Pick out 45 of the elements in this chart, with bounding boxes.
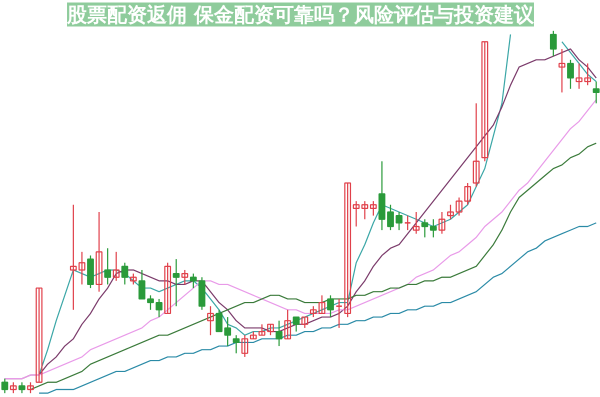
candlestick (352, 200, 360, 228)
candlestick (567, 59, 574, 90)
candlestick (421, 218, 428, 238)
candlestick (284, 309, 292, 340)
candlestick (292, 316, 300, 332)
candlestick (481, 41, 488, 162)
candlestick (156, 298, 162, 318)
candlestick (335, 298, 343, 329)
candlestick (36, 287, 42, 383)
candlestick (10, 382, 17, 394)
candlestick (207, 306, 214, 336)
candlestick (172, 258, 180, 307)
candlestick (164, 262, 172, 314)
candlestick (112, 251, 120, 282)
candlestick (232, 334, 240, 354)
candlestick (27, 382, 34, 394)
candlestick (344, 182, 352, 318)
candlestick (276, 320, 282, 347)
candlestick (412, 211, 420, 234)
candlestick (130, 272, 137, 286)
candlestick (301, 316, 308, 329)
candlestick (558, 48, 566, 94)
candlestick (147, 294, 154, 310)
candlestick (404, 215, 412, 231)
candlestick (370, 200, 377, 216)
candlestick (18, 382, 26, 394)
candlestick (96, 211, 102, 292)
candlestick (456, 196, 462, 216)
candlestick (327, 294, 334, 318)
candlestick (438, 211, 446, 234)
candlestick (430, 218, 437, 238)
candlestick (241, 334, 248, 358)
candlestick (138, 269, 146, 300)
candlestick (267, 324, 274, 336)
candlestick (550, 30, 557, 57)
candlestick (104, 248, 112, 286)
candlestick (447, 204, 454, 220)
candlestick (121, 262, 128, 286)
candlestick (361, 200, 368, 220)
candlestick (181, 269, 188, 286)
chart-title: 股票配资返佣 保金配资可靠吗？风险评估与投资建议 (66, 2, 535, 26)
candlestick (1, 378, 8, 394)
candlestick (472, 102, 480, 188)
candlestick (464, 182, 472, 206)
candlestick (592, 80, 600, 104)
